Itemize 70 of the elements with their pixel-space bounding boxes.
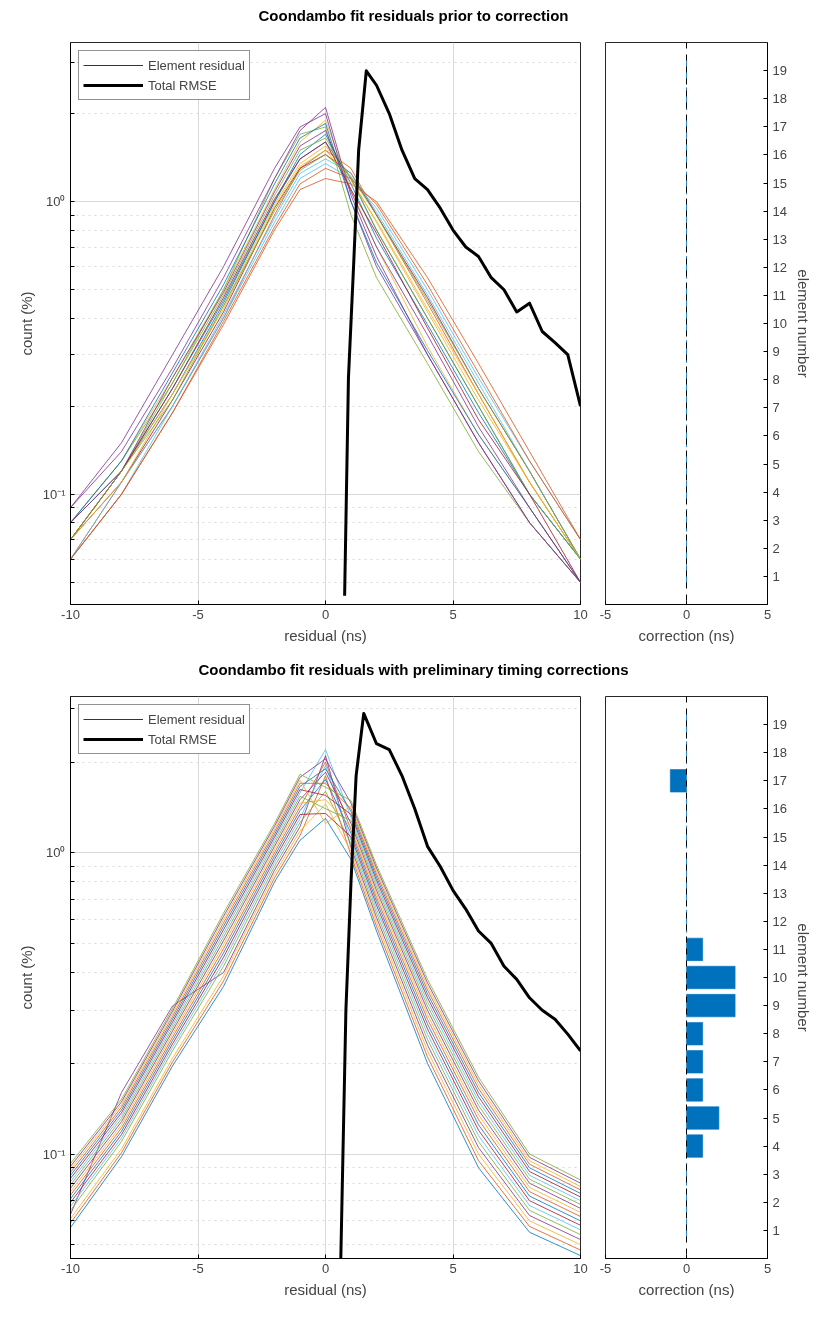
x-tick-label: -10: [61, 606, 80, 622]
y-axis-title: element number: [794, 269, 812, 378]
x-tick-label: -5: [599, 1260, 612, 1276]
x-tick-label: -5: [192, 1260, 204, 1276]
y-tick-label: 10: [772, 970, 787, 985]
x-tick-label: -10: [61, 1260, 80, 1276]
y-tick-label: 2: [772, 540, 780, 556]
legend-label: Total RMSE: [148, 731, 217, 747]
y-tick-label: 8: [772, 1026, 780, 1042]
x-tick-label: 5: [449, 1260, 457, 1276]
legend-label: Element residual: [148, 711, 245, 727]
x-tick-label: 10: [573, 606, 588, 622]
legend-label: Total RMSE: [148, 77, 217, 93]
y-tick-label: 19: [772, 717, 787, 733]
y-axis-title: count (%): [17, 291, 35, 356]
x-tick-label: 0: [321, 1260, 330, 1276]
x-tick-label: -5: [192, 606, 204, 622]
y-tick-label: 1: [772, 568, 780, 584]
y-tick-label: 8: [772, 372, 780, 388]
x-axis-title: correction (ns): [638, 1280, 735, 1298]
y-tick-label: 15: [772, 175, 787, 191]
x-tick-label: 0: [682, 1260, 691, 1276]
y-tick-label: 18: [772, 91, 787, 107]
y-tick-label: 14: [772, 203, 787, 219]
y-tick-label: 4: [772, 1138, 780, 1154]
x-axis-title: correction (ns): [638, 626, 735, 644]
y-tick-label: 13: [772, 231, 787, 247]
y-tick-label: 11: [772, 287, 786, 303]
y-tick-label: 15: [772, 829, 787, 845]
y-tick-label: 6: [772, 1082, 780, 1098]
y-tick-label: 2: [772, 1194, 780, 1210]
y-tick-label: 4: [772, 484, 780, 500]
y-tick-label: 9: [772, 344, 780, 360]
y-tick-label: 9: [772, 998, 780, 1014]
y-tick-label: 16: [772, 147, 787, 163]
y-tick-label: 19: [772, 63, 787, 79]
y-tick-label: 7: [772, 400, 780, 416]
x-axis-title: residual (ns): [284, 1280, 367, 1298]
y-axis-title: element number: [794, 923, 812, 1032]
y-tick-label: 10: [772, 316, 787, 331]
x-tick-label: 10: [573, 1260, 588, 1276]
y-tick-label: 10⁰: [46, 194, 66, 210]
y-tick-label: 12: [772, 259, 787, 275]
y-tick-label: 3: [772, 1166, 780, 1182]
y-tick-label: 13: [772, 885, 787, 901]
y-tick-label: 1: [772, 1222, 780, 1238]
x-tick-label: 0: [321, 606, 330, 622]
y-tick-label: 17: [772, 773, 787, 789]
y-tick-label: 17: [772, 119, 787, 135]
y-tick-label: 6: [772, 428, 780, 444]
x-tick-label: -5: [599, 606, 612, 622]
y-tick-label: 5: [772, 456, 780, 472]
x-tick-label: 5: [449, 606, 457, 622]
y-axis-title: count (%): [17, 945, 35, 1010]
y-tick-label: 3: [772, 512, 780, 528]
y-tick-label: 7: [772, 1054, 780, 1070]
y-tick-label: 10⁰: [46, 845, 66, 861]
x-axis-title: residual (ns): [284, 626, 367, 644]
x-tick-label: 0: [682, 606, 691, 622]
y-tick-label: 11: [772, 941, 786, 957]
legend-label: Element residual: [148, 57, 245, 73]
y-tick-label: 10⁻¹: [42, 1146, 67, 1162]
chart-title: Coondambo fit residuals with preliminary timing corrections: [198, 660, 629, 680]
chart-title: Coondambo fit residuals prior to correction: [258, 6, 569, 26]
y-tick-label: 12: [772, 913, 787, 929]
y-tick-label: 5: [772, 1110, 780, 1126]
y-tick-label: 14: [772, 857, 787, 873]
y-tick-label: 10⁻¹: [42, 486, 67, 502]
y-tick-label: 18: [772, 745, 787, 761]
y-tick-label: 16: [772, 801, 787, 817]
